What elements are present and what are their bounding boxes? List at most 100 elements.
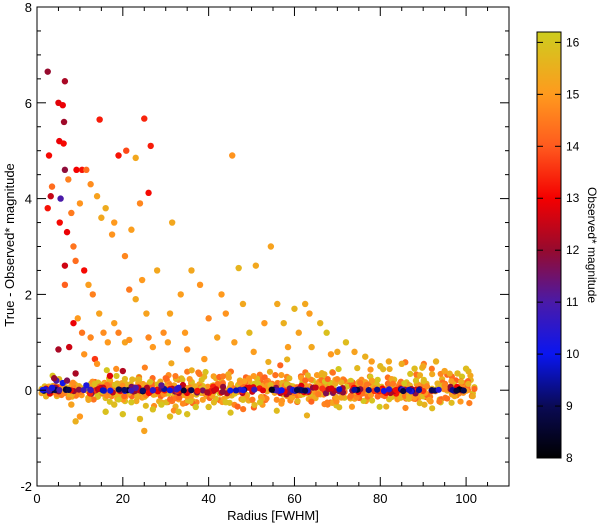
data-point bbox=[462, 365, 470, 372]
data-point bbox=[368, 397, 376, 404]
data-point bbox=[362, 353, 369, 360]
data-point bbox=[280, 319, 287, 327]
data-point bbox=[172, 372, 179, 380]
data-point bbox=[232, 387, 240, 394]
data-point bbox=[268, 386, 275, 393]
data-point bbox=[175, 408, 182, 415]
colorbar-tick-label: 14 bbox=[566, 139, 580, 153]
data-point bbox=[392, 386, 400, 394]
data-point bbox=[87, 334, 94, 341]
data-point bbox=[376, 403, 383, 410]
data-point bbox=[104, 339, 112, 346]
data-point bbox=[90, 396, 97, 403]
data-point bbox=[319, 385, 326, 392]
data-point bbox=[128, 226, 135, 233]
data-point bbox=[119, 410, 127, 418]
data-point bbox=[239, 387, 247, 394]
data-point bbox=[457, 398, 464, 405]
colorbar-tick-label: 9 bbox=[566, 399, 573, 413]
data-point bbox=[85, 396, 92, 403]
data-point bbox=[121, 386, 128, 394]
data-point bbox=[147, 378, 154, 386]
data-point bbox=[60, 140, 67, 147]
data-point bbox=[259, 387, 266, 394]
data-point bbox=[220, 373, 227, 380]
data-point bbox=[87, 387, 94, 394]
x-tick-label: 0 bbox=[33, 491, 40, 506]
data-point bbox=[377, 363, 384, 370]
data-point bbox=[334, 376, 341, 383]
data-point bbox=[181, 329, 189, 336]
data-point bbox=[56, 386, 63, 394]
data-point bbox=[246, 384, 253, 391]
data-point bbox=[81, 267, 88, 274]
data-point bbox=[201, 355, 208, 363]
data-point bbox=[111, 319, 118, 327]
data-point bbox=[428, 365, 435, 372]
data-point bbox=[91, 355, 99, 363]
data-point bbox=[113, 372, 120, 380]
data-point bbox=[213, 386, 220, 393]
data-point bbox=[245, 375, 253, 382]
data-point bbox=[139, 387, 146, 394]
data-point bbox=[363, 381, 371, 388]
y-tick-label: 0 bbox=[25, 383, 32, 398]
data-point bbox=[75, 386, 83, 393]
data-point bbox=[179, 376, 186, 383]
data-point bbox=[257, 393, 265, 401]
colorbar-label: Observed* magnitude bbox=[585, 187, 599, 303]
data-point bbox=[91, 380, 98, 388]
data-point bbox=[132, 154, 139, 162]
data-point bbox=[306, 310, 313, 317]
data-point bbox=[240, 406, 247, 413]
data-point bbox=[96, 116, 103, 123]
data-point bbox=[128, 398, 135, 406]
data-point bbox=[45, 152, 53, 159]
data-point bbox=[47, 193, 54, 200]
data-point bbox=[73, 166, 80, 174]
data-point bbox=[324, 399, 331, 406]
data-point bbox=[56, 219, 63, 226]
data-point bbox=[214, 380, 221, 388]
data-point bbox=[272, 372, 279, 379]
data-point bbox=[315, 391, 322, 398]
data-point bbox=[429, 405, 436, 412]
data-point bbox=[168, 219, 176, 226]
data-point bbox=[421, 401, 428, 408]
data-point bbox=[338, 379, 345, 386]
data-point bbox=[227, 387, 234, 394]
data-point bbox=[368, 358, 375, 365]
data-point bbox=[204, 389, 211, 396]
data-point bbox=[188, 387, 195, 394]
data-point bbox=[365, 387, 372, 394]
data-point bbox=[235, 264, 242, 272]
data-point bbox=[423, 383, 431, 390]
x-axis-label: Radius [FWHM] bbox=[227, 508, 319, 523]
data-point bbox=[448, 399, 455, 406]
data-point bbox=[199, 396, 206, 403]
data-point bbox=[170, 407, 177, 414]
data-point bbox=[198, 376, 205, 384]
data-point bbox=[302, 377, 309, 384]
data-point bbox=[273, 396, 280, 403]
data-point bbox=[65, 386, 72, 393]
data-point bbox=[111, 381, 118, 388]
data-point bbox=[256, 398, 264, 406]
data-point bbox=[401, 380, 408, 387]
data-point bbox=[380, 387, 388, 394]
data-point bbox=[166, 396, 174, 403]
data-point bbox=[436, 398, 443, 405]
data-point bbox=[263, 395, 270, 402]
data-point bbox=[348, 403, 356, 410]
data-point bbox=[158, 401, 165, 408]
data-point bbox=[57, 195, 64, 202]
data-point bbox=[448, 378, 455, 385]
data-point bbox=[72, 418, 79, 425]
data-point bbox=[265, 358, 272, 366]
data-point bbox=[115, 396, 122, 403]
data-point bbox=[460, 387, 467, 394]
colorbar-gradient bbox=[536, 31, 562, 459]
data-point bbox=[317, 319, 324, 327]
data-point bbox=[278, 397, 286, 404]
data-point bbox=[251, 386, 258, 393]
